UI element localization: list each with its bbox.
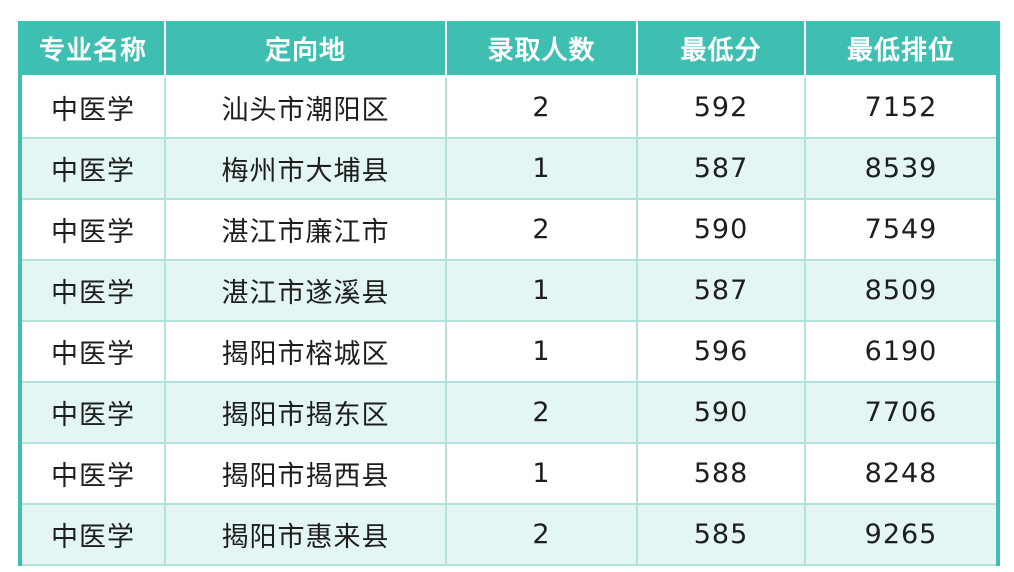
cell-major: 中医学 — [20, 138, 166, 200]
cell-admitted-count: 1 — [446, 138, 638, 200]
cell-min-rank: 7152 — [805, 76, 998, 139]
cell-min-score: 587 — [637, 260, 806, 322]
table-row: 中医学 湛江市廉江市 2 590 7549 — [20, 199, 998, 261]
column-header-major: 专业名称 — [20, 21, 166, 78]
cell-min-rank: 7549 — [805, 199, 998, 261]
cell-destination: 汕头市潮阳区 — [165, 76, 447, 139]
cell-destination: 梅州市大埔县 — [165, 138, 447, 200]
admission-table-container: 专业名称 定向地 录取人数 最低分 最低排位 中医学 汕头市潮阳区 2 592 … — [18, 21, 1000, 566]
cell-admitted-count: 2 — [446, 382, 638, 444]
column-header-min-rank: 最低排位 — [805, 21, 998, 78]
cell-destination: 揭阳市惠来县 — [165, 504, 447, 565]
cell-min-score: 592 — [637, 76, 806, 139]
cell-admitted-count: 1 — [446, 443, 638, 505]
cell-min-rank: 6190 — [805, 321, 998, 383]
table-row: 中医学 揭阳市榕城区 1 596 6190 — [20, 321, 998, 383]
cell-min-score: 585 — [637, 504, 806, 565]
cell-destination: 揭阳市揭东区 — [165, 382, 447, 444]
cell-min-rank: 8509 — [805, 260, 998, 322]
table-row: 中医学 揭阳市揭东区 2 590 7706 — [20, 382, 998, 444]
cell-admitted-count: 2 — [446, 504, 638, 565]
cell-major: 中医学 — [20, 260, 166, 322]
cell-major: 中医学 — [20, 76, 166, 139]
cell-min-score: 590 — [637, 199, 806, 261]
cell-destination: 揭阳市榕城区 — [165, 321, 447, 383]
column-header-admitted-count: 录取人数 — [446, 21, 638, 78]
admission-table: 专业名称 定向地 录取人数 最低分 最低排位 中医学 汕头市潮阳区 2 592 … — [18, 21, 1000, 566]
cell-admitted-count: 1 — [446, 321, 638, 383]
cell-destination: 湛江市遂溪县 — [165, 260, 447, 322]
column-header-destination: 定向地 — [165, 21, 447, 78]
cell-admitted-count: 1 — [446, 260, 638, 322]
cell-major: 中医学 — [20, 504, 166, 565]
cell-admitted-count: 2 — [446, 199, 638, 261]
header-row: 专业名称 定向地 录取人数 最低分 最低排位 — [20, 21, 998, 78]
cell-major: 中医学 — [20, 443, 166, 505]
cell-major: 中医学 — [20, 199, 166, 261]
cell-min-score: 596 — [637, 321, 806, 383]
cell-major: 中医学 — [20, 382, 166, 444]
table-row: 中医学 揭阳市揭西县 1 588 8248 — [20, 443, 998, 505]
cell-min-rank: 8539 — [805, 138, 998, 200]
cell-destination: 湛江市廉江市 — [165, 199, 447, 261]
cell-min-score: 590 — [637, 382, 806, 444]
table-row: 中医学 湛江市遂溪县 1 587 8509 — [20, 260, 998, 322]
cell-min-rank: 9265 — [805, 504, 998, 565]
table-row: 中医学 汕头市潮阳区 2 592 7152 — [20, 76, 998, 139]
cell-admitted-count: 2 — [446, 76, 638, 139]
cell-min-rank: 8248 — [805, 443, 998, 505]
cell-destination: 揭阳市揭西县 — [165, 443, 447, 505]
table-header: 专业名称 定向地 录取人数 最低分 最低排位 — [20, 21, 998, 78]
table-body: 中医学 汕头市潮阳区 2 592 7152 中医学 梅州市大埔县 1 587 8… — [20, 76, 998, 565]
table-row: 中医学 梅州市大埔县 1 587 8539 — [20, 138, 998, 200]
table-row: 中医学 揭阳市惠来县 2 585 9265 — [20, 504, 998, 565]
cell-major: 中医学 — [20, 321, 166, 383]
cell-min-score: 587 — [637, 138, 806, 200]
cell-min-score: 588 — [637, 443, 806, 505]
column-header-min-score: 最低分 — [637, 21, 806, 78]
cell-min-rank: 7706 — [805, 382, 998, 444]
